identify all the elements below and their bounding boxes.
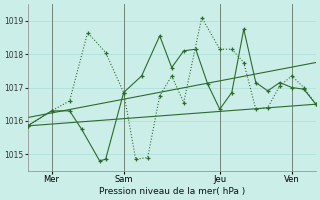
X-axis label: Pression niveau de la mer( hPa ): Pression niveau de la mer( hPa ) <box>99 187 245 196</box>
